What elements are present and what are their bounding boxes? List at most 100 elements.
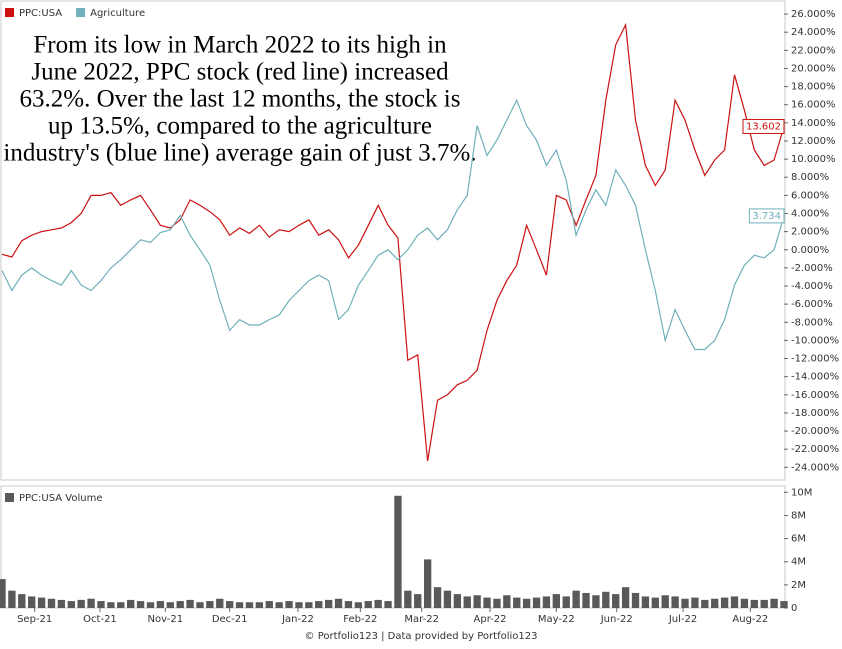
end-label-box bbox=[748, 208, 785, 224]
bar bbox=[532, 597, 541, 608]
bar bbox=[542, 596, 551, 608]
x-tick-label: Apr-22 bbox=[474, 614, 507, 625]
x-tick-label: Jun-22 bbox=[600, 614, 633, 625]
x-tick-label: Feb-22 bbox=[343, 614, 377, 625]
y-tick-label: -22.000% bbox=[791, 444, 839, 455]
bar bbox=[552, 594, 560, 608]
bar bbox=[136, 601, 145, 608]
bar bbox=[295, 602, 303, 608]
x-tick-label: Mar-22 bbox=[404, 614, 439, 625]
bar bbox=[750, 599, 758, 608]
annotation: up 13.5%, compared to the agriculture bbox=[48, 113, 432, 140]
bar bbox=[691, 597, 699, 608]
bar bbox=[166, 602, 174, 608]
bar bbox=[730, 596, 739, 608]
x-tick-label: Aug-22 bbox=[732, 614, 768, 625]
bar bbox=[334, 598, 343, 608]
bar bbox=[305, 602, 313, 608]
bar bbox=[681, 598, 689, 608]
x-tick-label: Dec-21 bbox=[212, 614, 248, 625]
y-tick-label: 2M bbox=[791, 580, 806, 591]
bar bbox=[592, 595, 600, 608]
bar bbox=[463, 596, 471, 608]
bar bbox=[8, 590, 16, 608]
y-tick-label: -18.000% bbox=[791, 408, 839, 419]
y-tick-label: 4.000% bbox=[791, 208, 829, 219]
bar bbox=[621, 587, 630, 608]
legend-label: PPC:USA bbox=[19, 8, 62, 19]
bar bbox=[701, 599, 709, 608]
bar bbox=[216, 598, 224, 608]
y-tick-label: 6.000% bbox=[791, 190, 829, 201]
y-tick-label: -4.000% bbox=[791, 281, 833, 292]
y-tick-label: -8.000% bbox=[791, 317, 833, 328]
annotation: From its low in March 2022 to its high i… bbox=[33, 32, 447, 59]
bar bbox=[612, 594, 620, 608]
bar bbox=[324, 599, 333, 608]
y-tick-label: -10.000% bbox=[791, 335, 839, 346]
bar bbox=[265, 601, 273, 608]
bar bbox=[176, 601, 184, 608]
bar bbox=[394, 495, 402, 608]
bar bbox=[18, 594, 26, 608]
bar bbox=[473, 595, 481, 608]
y-tick-label: -20.000% bbox=[791, 426, 839, 437]
y-tick-label: -16.000% bbox=[791, 390, 839, 401]
bar bbox=[641, 596, 650, 608]
legend-swatch bbox=[5, 493, 14, 502]
bar bbox=[28, 596, 36, 608]
x-tick-label: Nov-21 bbox=[148, 614, 184, 625]
bar bbox=[77, 599, 85, 608]
bar bbox=[483, 597, 491, 608]
bar bbox=[354, 602, 363, 608]
bar bbox=[255, 602, 264, 608]
bar bbox=[404, 590, 412, 608]
bar bbox=[522, 598, 531, 608]
y-tick-label: 10M bbox=[791, 487, 812, 498]
bar bbox=[453, 594, 462, 608]
bar bbox=[493, 598, 501, 608]
x-tick-label: Jul-22 bbox=[668, 614, 697, 625]
plot-frame bbox=[0, 485, 786, 609]
bar bbox=[740, 598, 749, 608]
bar bbox=[780, 601, 788, 608]
bar bbox=[661, 595, 669, 608]
x-tick-label: Jan-22 bbox=[281, 614, 314, 625]
y-tick-label: -14.000% bbox=[791, 372, 839, 383]
bar bbox=[760, 599, 768, 608]
bar bbox=[384, 601, 392, 608]
bar bbox=[770, 598, 778, 608]
y-tick-label: 24.000% bbox=[791, 27, 836, 38]
bar bbox=[107, 602, 115, 608]
y-tick-label: -12.000% bbox=[791, 354, 839, 365]
line-series bbox=[1, 22, 785, 462]
y-tick-label: 4M bbox=[791, 557, 806, 568]
y-tick-label: 0 bbox=[791, 603, 797, 614]
y-tick-label: 8.000% bbox=[791, 172, 829, 183]
legend-label: Agriculture bbox=[90, 8, 145, 19]
bar bbox=[57, 599, 66, 608]
x-tick-label: May-22 bbox=[538, 614, 575, 625]
y-tick-label: 16.000% bbox=[791, 100, 836, 111]
bar bbox=[414, 594, 422, 608]
y-tick-label: 2.000% bbox=[791, 227, 829, 238]
bar bbox=[67, 601, 75, 608]
y-tick-label: 10.000% bbox=[791, 154, 836, 165]
bar bbox=[602, 591, 610, 608]
y-tick-label: -24.000% bbox=[791, 462, 839, 473]
y-tick-label: 14.000% bbox=[791, 118, 836, 129]
y-tick-label: -2.000% bbox=[791, 263, 833, 274]
y-tick-label: -6.000% bbox=[791, 299, 833, 310]
bar bbox=[186, 599, 194, 608]
legend-swatch bbox=[5, 8, 14, 17]
bar bbox=[572, 590, 580, 608]
bar bbox=[117, 602, 125, 608]
bar bbox=[562, 596, 570, 608]
legend-swatch bbox=[76, 8, 86, 17]
bar bbox=[423, 559, 432, 608]
bar bbox=[127, 599, 135, 608]
bar bbox=[87, 598, 95, 608]
bar bbox=[196, 602, 204, 608]
end-label-box bbox=[742, 118, 785, 134]
bar bbox=[235, 602, 244, 608]
